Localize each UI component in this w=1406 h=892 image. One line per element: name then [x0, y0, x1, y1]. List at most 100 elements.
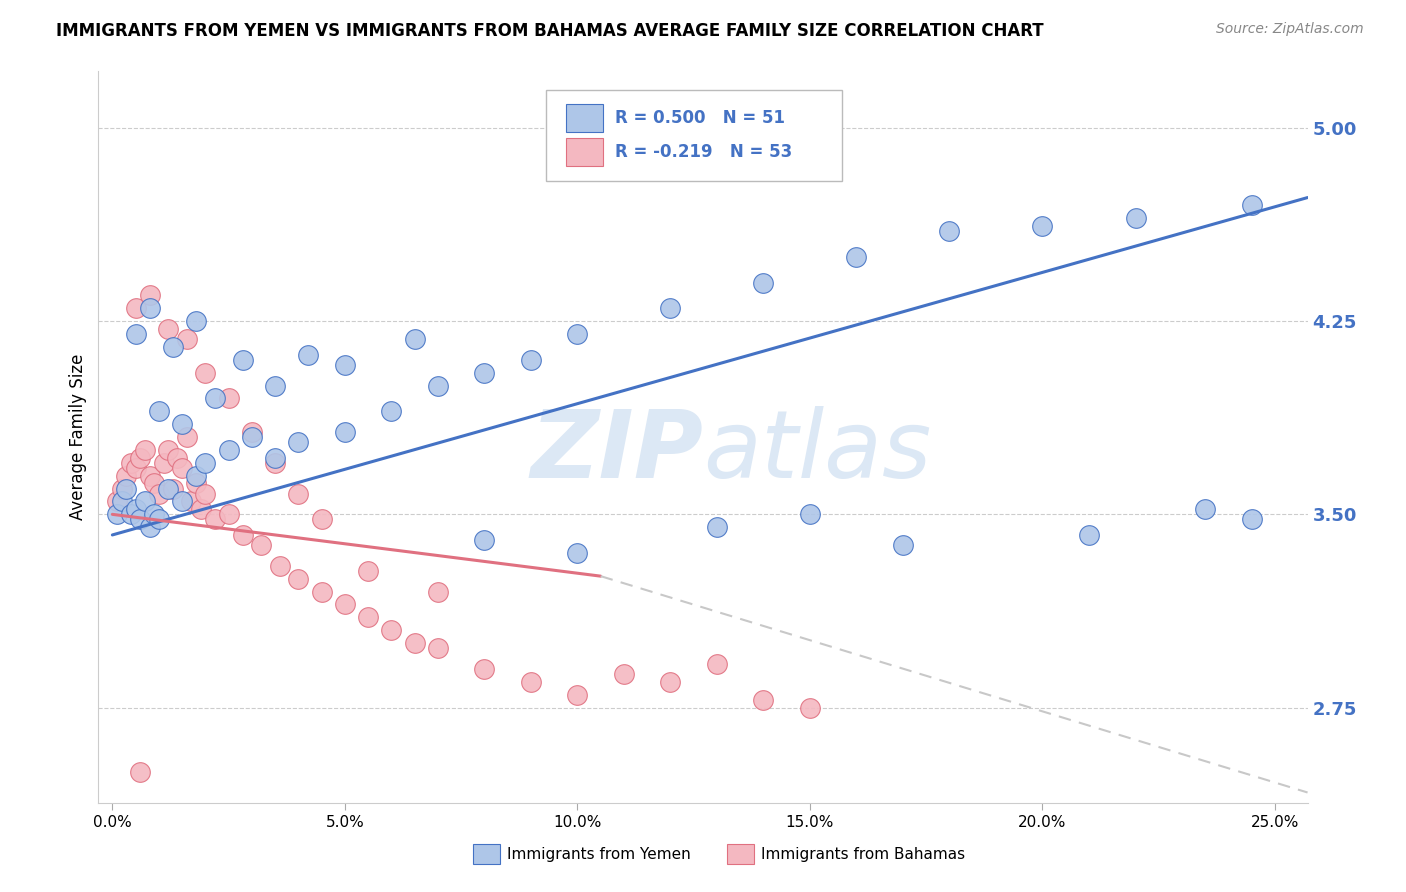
Point	[426, 378, 449, 392]
Bar	[567, 138, 603, 166]
Text: atlas: atlas	[703, 406, 931, 497]
Point	[157, 442, 180, 457]
Point	[752, 693, 775, 707]
Point	[752, 276, 775, 290]
Point	[115, 468, 138, 483]
Point	[184, 476, 207, 491]
Point	[176, 332, 198, 346]
Point	[204, 392, 226, 406]
Point	[148, 512, 170, 526]
Point	[172, 417, 194, 432]
Point	[111, 494, 134, 508]
Text: Source: ZipAtlas.com: Source: ZipAtlas.com	[1216, 22, 1364, 37]
Point	[426, 584, 449, 599]
Point	[891, 538, 914, 552]
Point	[567, 327, 589, 342]
Point	[190, 502, 212, 516]
Point	[194, 456, 217, 470]
Point	[143, 476, 166, 491]
Point	[799, 508, 821, 522]
Point	[250, 538, 273, 552]
Point	[124, 502, 146, 516]
Point	[404, 332, 426, 346]
Point	[357, 564, 380, 578]
Point	[706, 657, 728, 671]
Point	[287, 435, 309, 450]
Point	[194, 487, 217, 501]
Point	[287, 572, 309, 586]
Point	[474, 366, 496, 380]
Point	[613, 667, 636, 681]
Text: Immigrants from Bahamas: Immigrants from Bahamas	[761, 847, 965, 862]
Point	[240, 430, 263, 444]
Point	[105, 508, 128, 522]
Point	[264, 378, 287, 392]
Bar	[474, 844, 501, 864]
Point	[567, 546, 589, 560]
Point	[148, 404, 170, 418]
Point	[264, 450, 287, 465]
Point	[333, 425, 356, 439]
Point	[218, 392, 240, 406]
Point	[1194, 502, 1216, 516]
Point	[1240, 512, 1263, 526]
Point	[180, 494, 202, 508]
Point	[134, 494, 156, 508]
Point	[311, 584, 333, 599]
Point	[474, 662, 496, 676]
Bar	[567, 104, 603, 132]
Point	[166, 450, 188, 465]
Point	[1078, 528, 1101, 542]
Point	[111, 482, 134, 496]
Text: Immigrants from Yemen: Immigrants from Yemen	[508, 847, 690, 862]
Point	[333, 358, 356, 372]
Point	[232, 352, 254, 367]
Point	[380, 624, 402, 638]
Point	[845, 250, 868, 264]
Point	[311, 512, 333, 526]
Point	[380, 404, 402, 418]
Point	[172, 461, 194, 475]
Point	[659, 674, 682, 689]
Text: ZIP: ZIP	[530, 406, 703, 498]
Text: IMMIGRANTS FROM YEMEN VS IMMIGRANTS FROM BAHAMAS AVERAGE FAMILY SIZE CORRELATION: IMMIGRANTS FROM YEMEN VS IMMIGRANTS FROM…	[56, 22, 1043, 40]
Point	[240, 425, 263, 439]
Point	[129, 512, 152, 526]
Point	[287, 487, 309, 501]
Point	[124, 327, 146, 342]
Point	[799, 700, 821, 714]
Point	[120, 456, 142, 470]
Point	[152, 456, 174, 470]
Point	[124, 461, 146, 475]
Point	[520, 674, 543, 689]
Point	[659, 301, 682, 316]
Point	[232, 528, 254, 542]
Point	[157, 482, 180, 496]
Point	[264, 456, 287, 470]
Point	[138, 520, 160, 534]
Point	[138, 288, 160, 302]
Point	[148, 487, 170, 501]
Point	[218, 508, 240, 522]
Point	[138, 468, 160, 483]
Point	[1125, 211, 1147, 226]
Point	[1031, 219, 1053, 233]
FancyBboxPatch shape	[546, 90, 842, 181]
Point	[143, 508, 166, 522]
Bar	[727, 844, 754, 864]
Point	[162, 340, 184, 354]
Point	[176, 430, 198, 444]
Point	[120, 508, 142, 522]
Point	[938, 224, 960, 238]
Point	[172, 494, 194, 508]
Point	[204, 512, 226, 526]
Point	[129, 450, 152, 465]
Point	[115, 482, 138, 496]
Point	[138, 301, 160, 316]
Point	[134, 442, 156, 457]
Point	[706, 520, 728, 534]
Point	[357, 610, 380, 624]
Point	[269, 558, 291, 573]
Point	[520, 352, 543, 367]
Point	[1240, 198, 1263, 212]
